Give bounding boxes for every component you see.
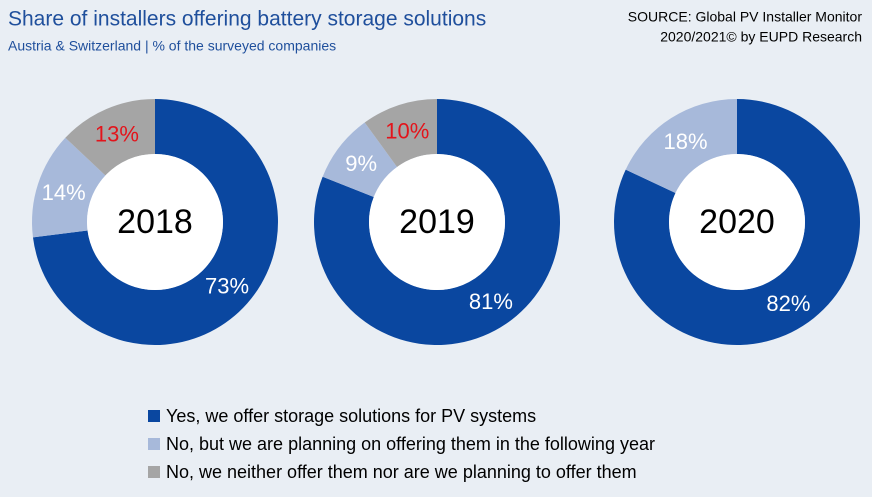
source: SOURCE: Global PV Installer Monitor [628, 9, 863, 25]
donut-segment [313, 99, 560, 345]
donut-segment [614, 99, 860, 345]
donut-segment [364, 99, 437, 167]
legend-label: Yes, we offer storage solutions for PV s… [166, 406, 536, 426]
donut-segment [32, 99, 279, 345]
legend-swatch [148, 410, 160, 422]
legend-swatch [148, 466, 160, 478]
value-label: 73% [205, 273, 249, 298]
legend-swatch [148, 438, 160, 450]
value-label: 10% [385, 119, 429, 144]
chart-title: Share of installers offering battery sto… [8, 8, 486, 31]
donut-hole [369, 154, 505, 290]
source: 2020/2021© by EUPD Research [660, 29, 862, 45]
donut-hole [87, 154, 223, 290]
value-label: 18% [664, 129, 708, 154]
donut-segment [322, 122, 398, 197]
donut-segment [625, 98, 737, 194]
chart-subtitle: Austria & Switzerland | % of the surveye… [8, 38, 336, 54]
donut-segment [65, 99, 155, 176]
value-label: 81% [469, 289, 513, 314]
center-label: 2019 [399, 203, 475, 241]
legend-label: No, but we are planning on offering them… [166, 434, 655, 454]
center-label: 2018 [117, 203, 193, 241]
donut-segment [32, 137, 106, 238]
legend-label: No, we neither offer them nor are we pla… [166, 462, 637, 482]
value-label: 9% [345, 151, 377, 176]
value-label: 14% [42, 180, 86, 205]
donut-hole [669, 154, 805, 290]
value-label: 82% [766, 291, 810, 316]
value-label: 13% [95, 122, 139, 147]
center-label: 2020 [699, 203, 775, 241]
